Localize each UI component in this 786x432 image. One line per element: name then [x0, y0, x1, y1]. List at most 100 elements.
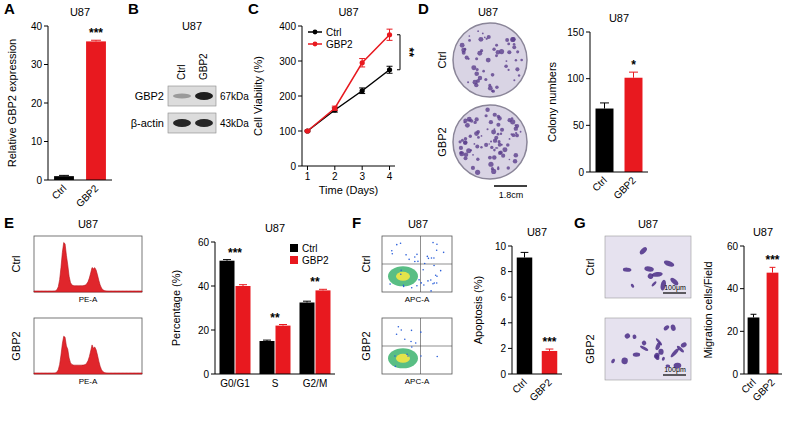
row-label: GBP2: [436, 127, 448, 156]
x-tick-label: Ctrl: [50, 183, 69, 202]
scale-bar-label: 100μm: [664, 284, 686, 292]
colony: [463, 119, 467, 123]
image-title: U87: [408, 218, 428, 230]
histogram: [34, 336, 142, 374]
colony: [492, 90, 495, 93]
blot-strip: [168, 86, 216, 106]
event: [400, 329, 402, 331]
event: [443, 252, 445, 254]
chart-title: U87: [265, 222, 285, 234]
marker: [387, 32, 392, 37]
y-axis: [744, 246, 745, 374]
colony: [468, 119, 470, 121]
colony: [464, 48, 467, 51]
y-tick-label: 2: [500, 343, 506, 354]
migrated-cell: [624, 332, 631, 339]
cell-cluster-core: [396, 354, 410, 363]
flow-axis-label: APC-A: [405, 377, 430, 386]
colony: [488, 86, 493, 91]
colony: [468, 35, 470, 37]
colony: [474, 71, 479, 76]
histogram-axis-label: PE-A: [79, 295, 98, 304]
colony: [498, 143, 502, 147]
event: [420, 355, 422, 357]
plot-area: [748, 267, 779, 374]
colony: [505, 38, 509, 42]
colony: [497, 133, 500, 136]
migrated-cell: [639, 345, 648, 352]
colony: [492, 155, 496, 159]
panel-label: D: [418, 0, 429, 17]
colony: [459, 151, 464, 156]
colony: [506, 143, 510, 147]
y-tick: [740, 288, 744, 289]
colony: [491, 129, 496, 134]
colony: [459, 151, 463, 155]
flow-frame: [382, 236, 452, 292]
event: [404, 338, 406, 340]
event: [436, 249, 438, 251]
bar: [86, 41, 106, 180]
lane-label: GBP2: [198, 53, 209, 80]
panel-label: A: [4, 0, 15, 17]
blot-strip: [168, 113, 216, 133]
y-tick: [211, 286, 215, 287]
colony: [464, 156, 468, 160]
y-tick-label: 40: [31, 21, 43, 32]
y-tick: [508, 374, 512, 375]
image-frame: [605, 318, 691, 380]
migrated-cell: [658, 349, 663, 355]
y-tick: [740, 374, 744, 375]
blot-band: [173, 119, 191, 127]
marker: [305, 128, 310, 133]
colony: [512, 133, 516, 137]
colony: [478, 76, 482, 80]
bar: [596, 109, 614, 172]
y-tick-label: 0: [578, 167, 584, 178]
error-cap: [359, 58, 365, 59]
y-tick: [586, 125, 590, 126]
colony: [478, 37, 483, 42]
legend-swatch: [290, 256, 298, 264]
event: [423, 284, 425, 286]
event: [389, 283, 391, 285]
legend-marker: [313, 42, 318, 47]
y-tick: [586, 172, 590, 173]
error-cap: [521, 252, 529, 253]
event: [415, 342, 417, 344]
colony: [486, 58, 491, 63]
y-tick: [298, 96, 302, 97]
bar: [54, 176, 74, 180]
significance: **: [310, 275, 320, 289]
bar: [748, 317, 760, 374]
event: [420, 282, 422, 284]
colony: [459, 146, 463, 150]
x-axis: [744, 374, 782, 375]
event: [391, 253, 393, 255]
y-tick: [211, 374, 215, 375]
band-label: GBP2: [135, 90, 164, 102]
colony: [498, 140, 501, 143]
y-tick-label: 0: [290, 161, 296, 172]
y-tick: [44, 180, 48, 181]
y-tick: [44, 64, 48, 65]
y-tick-label: 30: [31, 59, 43, 70]
colony: [491, 169, 496, 174]
y-tick-label: 0: [732, 369, 738, 380]
error-bar: [239, 285, 247, 286]
significance: ***: [542, 335, 556, 349]
y-tick-label: 400: [279, 21, 296, 32]
x-tick-label: 1: [305, 171, 311, 182]
x-axis: [590, 172, 648, 173]
panel-label: E: [4, 214, 14, 231]
row-label: Ctrl: [436, 51, 448, 68]
significance: *: [631, 58, 636, 72]
y-tick-label: 20: [727, 326, 739, 337]
migrated-cell: [655, 337, 663, 346]
histogram-axis-label: PE-A: [79, 377, 98, 386]
marker: [305, 128, 310, 133]
event: [394, 355, 396, 357]
event: [440, 270, 442, 272]
scale-bar: [663, 374, 686, 375]
event: [435, 274, 437, 276]
